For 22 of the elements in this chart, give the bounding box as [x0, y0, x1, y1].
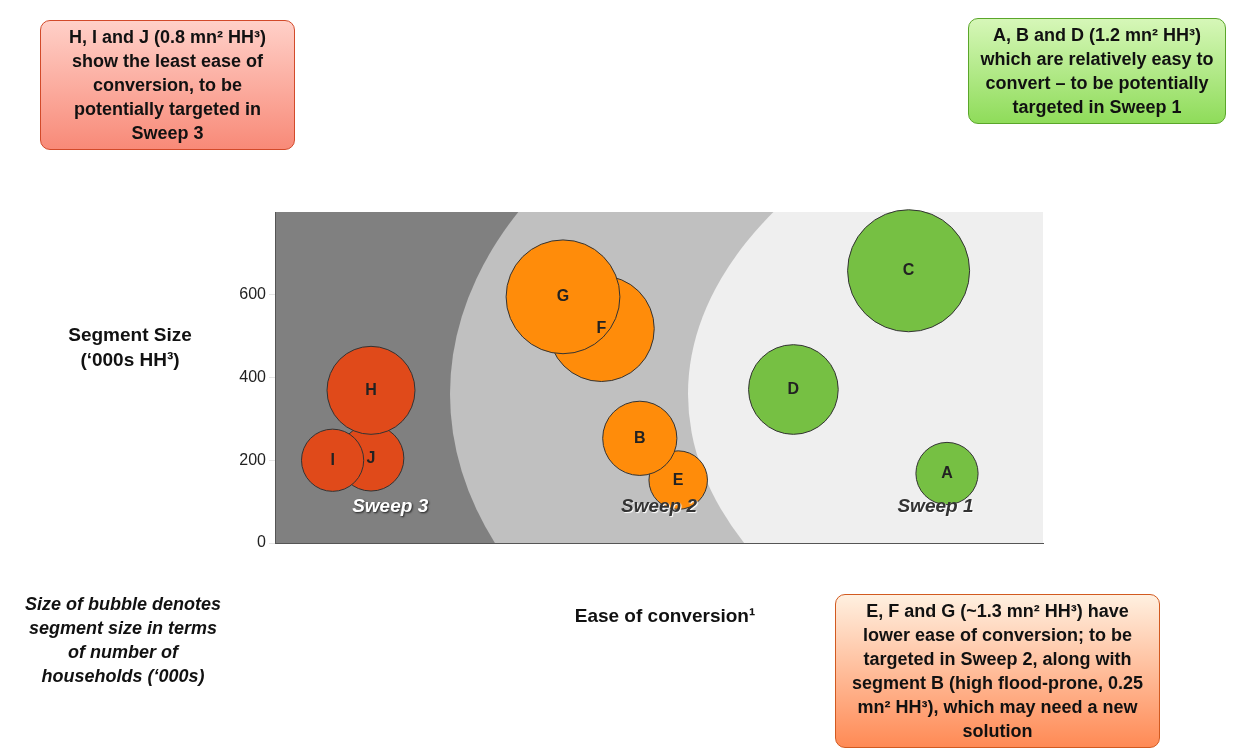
- text: H, I and J (0.8 mn² HH³) show the least ease of conversion, to be potentially targeted in Sweep 3: [40, 20, 295, 150]
- series-label: H: [365, 380, 377, 398]
- x-axis-title: Ease of conversion¹: [573, 605, 757, 627]
- series-label: C: [902, 261, 915, 279]
- text: A, B and D (1.2 mn² HH³) which are relatively easy to convert – to be potentially targeted in Sweep 1: [968, 18, 1226, 124]
- y-axis-title: Segment Size (‘000s HH³): [67, 323, 193, 372]
- annotation: Sweep 1: [896, 495, 975, 517]
- series-label: F: [596, 319, 607, 337]
- text: E, F and G (~1.3 mn² HH³) have lower ease of conversion; to be targeted in Sweep 2, along with segment B (high flood-prone, 0.25 mn² HH³), which may need a new solution: [835, 594, 1160, 748]
- series-label: I: [330, 450, 335, 468]
- series-label: E: [672, 470, 684, 488]
- series-label: A: [941, 463, 954, 481]
- text: Size of bubble denotes segment size in terms of number of households (‘000s): [24, 593, 222, 688]
- series-label: G: [556, 287, 570, 305]
- y-tick-label: 600: [239, 285, 267, 303]
- y-tick-label: 400: [239, 367, 267, 385]
- annotation: Sweep 3: [351, 495, 430, 517]
- y-tick-label: 0: [257, 533, 267, 551]
- y-tick-label: 200: [239, 450, 267, 468]
- series-label: D: [787, 379, 800, 397]
- series-label: J: [366, 448, 376, 466]
- series-label: B: [634, 428, 646, 446]
